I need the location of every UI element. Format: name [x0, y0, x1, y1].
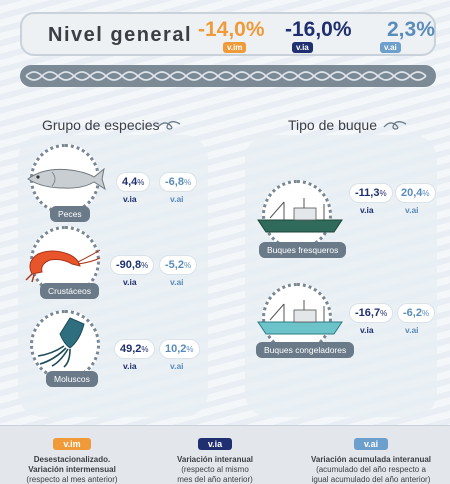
moluscos-vai-label: v.ai	[170, 361, 184, 371]
freezer-trawler-icon	[257, 300, 343, 335]
vessel-label-fresqueros: Buques fresqueros	[259, 242, 347, 258]
legend-via: v.ia Variación interanual (respecto al m…	[160, 434, 270, 484]
peces-via-value: 4,4%	[117, 173, 150, 191]
legend-vai-line2: (acumulado del año respecto a	[316, 465, 426, 474]
peces-via-label: v.ia	[123, 194, 137, 204]
legend-vim-badge: v.im	[53, 438, 91, 450]
legend-via-badge: v.ia	[197, 438, 233, 450]
fresh-trawler-icon	[257, 198, 343, 233]
moluscos-vai-value: 10,2%	[160, 340, 199, 358]
rope-knot-icon	[383, 121, 407, 130]
peces-vai-value: -6,8%	[160, 173, 197, 191]
congeladores-vai-value: -6,2%	[398, 304, 435, 322]
crustaceos-vai-value: -5,2%	[160, 256, 197, 274]
general-vai-badge: v.ai	[380, 42, 401, 53]
legend-vim-line3: (respecto al mes anterior)	[26, 475, 118, 484]
crustaceos-via-value: -90,8%	[111, 256, 154, 274]
legend-via-line3: mes del año anterior)	[177, 475, 253, 484]
general-vim-value: -14,0%	[198, 18, 265, 41]
fresqueros-vai-label: v.ai	[405, 205, 419, 215]
species-title: Grupo de especies	[42, 117, 160, 133]
legend-footer: v.im Desestacionalizado. Variación inter…	[0, 425, 450, 484]
species-label-crustaceos: Crustáceos	[40, 283, 99, 299]
fresqueros-via-label: v.ia	[360, 205, 374, 215]
legend-vai-badge: v.ai	[353, 438, 389, 450]
legend-vim-line1: Desestacionalizado.	[33, 455, 111, 464]
rope-knot-icon	[157, 121, 181, 130]
vessel-label-congeladores: Buques congeladores	[256, 342, 355, 358]
legend-via-line2: (respecto al mismo	[181, 465, 249, 474]
general-vim-badge: v.im	[223, 42, 247, 53]
rope-pattern-icon	[25, 71, 427, 81]
legend-vim-line2: Variación intermensual	[28, 465, 116, 474]
squid-circle	[30, 310, 100, 380]
crustaceos-vai-label: v.ai	[170, 277, 184, 287]
species-label-moluscos: Moluscos	[46, 371, 98, 387]
general-level-header: Nivel general -14,0% v.im -16,0% v.ia 2,…	[20, 12, 436, 56]
legend-vim: v.im Desestacionalizado. Variación inter…	[12, 434, 132, 484]
congeladores-via-value: -16,7%	[350, 304, 393, 322]
rope-divider	[20, 65, 436, 87]
legend-vai-line3: igual acumulado del año anterior)	[311, 475, 431, 484]
congeladores-vai-label: v.ai	[405, 325, 419, 335]
moluscos-via-value: 49,2%	[115, 340, 154, 358]
legend-vai-line1: Variación acumulada interanual	[310, 455, 432, 464]
crustaceos-via-label: v.ia	[123, 277, 137, 287]
congeladores-via-label: v.ia	[360, 325, 374, 335]
vessels-panel	[245, 135, 437, 417]
shrimp-icon	[25, 249, 101, 283]
vessels-title: Tipo de buque	[288, 117, 377, 133]
header-title: Nivel general	[48, 24, 193, 46]
fish-icon	[27, 167, 106, 191]
general-via-value: -16,0%	[285, 18, 352, 41]
species-label-peces: Peces	[50, 206, 90, 222]
legend-vai: v.ai Variación acumulada interanual (acu…	[296, 434, 446, 484]
peces-vai-label: v.ai	[170, 194, 184, 204]
fresqueros-via-value: -11,3%	[350, 184, 392, 202]
squid-icon	[37, 317, 85, 368]
moluscos-via-label: v.ia	[123, 361, 137, 371]
general-vai-value: 2,3%	[387, 18, 435, 41]
legend-via-line1: Variación interanual	[176, 455, 254, 464]
fresqueros-vai-value: 20,4%	[396, 184, 435, 202]
general-via-badge: v.ia	[292, 42, 313, 53]
